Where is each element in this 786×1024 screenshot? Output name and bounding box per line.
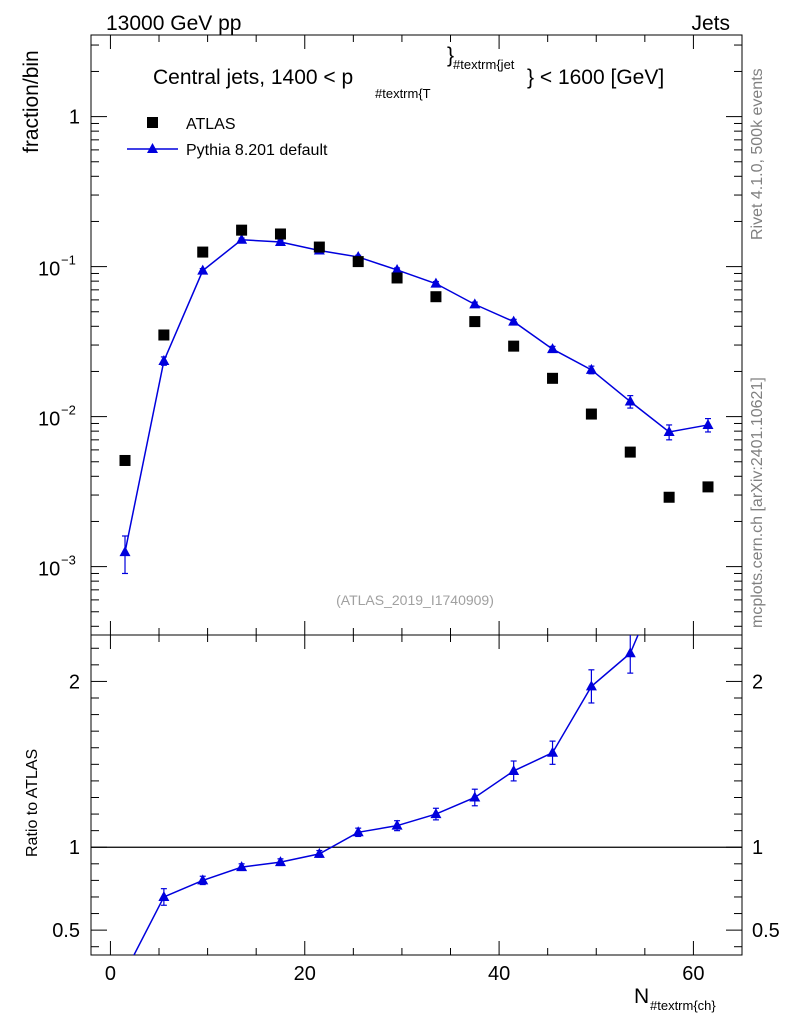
- ratio-point: [352, 826, 364, 837]
- ratio-plot-data: [91, 635, 742, 955]
- pythia-point: [469, 298, 481, 309]
- pythia-point: [119, 546, 131, 557]
- ratio-point: [274, 856, 286, 867]
- atlas-point: [663, 491, 675, 503]
- pythia-point: [547, 343, 559, 354]
- ratio-ytick-label-left: 2: [69, 671, 80, 693]
- atlas-point: [197, 246, 209, 258]
- main-ytick-label-base: 10: [38, 559, 60, 581]
- atlas-point: [158, 329, 170, 341]
- main-ytick-label-exponent: −3: [61, 553, 76, 568]
- ratio-ytick-label-left: 1: [69, 837, 80, 859]
- atlas-point: [624, 446, 636, 458]
- ratio-point: [197, 874, 209, 885]
- atlas-point: [585, 408, 597, 420]
- main-ytick-label: 1: [69, 107, 80, 129]
- atlas-point: [547, 372, 559, 384]
- ratio-point: [508, 764, 520, 775]
- pythia-point: [508, 315, 520, 326]
- ratio-point: [313, 847, 325, 858]
- pythia-point: [624, 395, 636, 406]
- atlas-point: [313, 241, 325, 253]
- ratio-axis-ticks: 0 20 40 60 0.5 0.5 1 1 2 2: [52, 635, 780, 985]
- ratio-point: [585, 680, 597, 691]
- analysis-watermark: (ATLAS_2019_I1740909): [336, 592, 494, 608]
- pythia-series-line: [124, 238, 709, 553]
- title-superscript-text: #textrm{jet: [453, 57, 515, 72]
- pythia-point: [702, 418, 714, 429]
- pythia-point: [663, 425, 675, 436]
- main-axis-ticks: 110−110−210−3: [38, 35, 743, 635]
- atlas-point: [236, 224, 248, 236]
- main-ytick-label-base: 10: [38, 409, 60, 431]
- legend-pythia-marker: [147, 143, 158, 153]
- ratio-ytick-label-right: 0.5: [752, 920, 780, 942]
- title-end-text: } < 1600 [GeV]: [527, 66, 664, 89]
- ratio-xtick-label: 0: [105, 963, 116, 985]
- ratio-point: [391, 819, 403, 830]
- title-main-text: Central jets, 1400 < p: [153, 66, 353, 89]
- legend: ATLAS Pythia 8.201 default: [127, 116, 328, 159]
- main-plot-data: [119, 224, 714, 575]
- pythia-point: [585, 363, 597, 374]
- title-brace-text: }: [447, 44, 454, 67]
- ratio-point: [158, 890, 170, 901]
- header-energy-label: 13000 GeV pp: [106, 12, 241, 35]
- rivet-version-label: Rivet 4.1.0, 500k events: [749, 68, 766, 240]
- atlas-point: [508, 340, 520, 352]
- ratio-ytick-label-left: 0.5: [52, 920, 80, 942]
- xlabel-sub: #textrm{ch}: [650, 998, 716, 1013]
- main-ytick-label-base: 10: [38, 259, 60, 281]
- pythia-point: [274, 235, 286, 246]
- main-ylabel: fraction/bin: [20, 50, 43, 153]
- atlas-point: [119, 454, 131, 466]
- mcplots-reference-label: mcplots.cern.ch [arXiv:2401.10621]: [749, 377, 766, 628]
- ratio-plot-frame: [90, 634, 743, 956]
- atlas-point: [469, 316, 481, 328]
- pythia-point: [158, 354, 170, 365]
- main-plot-title: Central jets, 1400 < p #textrm{T } #text…: [153, 44, 664, 101]
- ratio-xtick-label: 60: [682, 963, 704, 985]
- ratio-point: [469, 791, 481, 802]
- pythia-point: [430, 277, 442, 288]
- ratio-point: [236, 861, 248, 872]
- ratio-ytick-label-right: 1: [752, 837, 763, 859]
- atlas-point: [702, 481, 714, 493]
- pythia-point: [236, 233, 248, 244]
- xlabel-main: N: [634, 985, 649, 1008]
- header-jets-label: Jets: [691, 12, 730, 35]
- atlas-point: [430, 291, 442, 303]
- legend-atlas-label: ATLAS: [186, 116, 236, 133]
- atlas-point: [352, 256, 364, 268]
- ratio-ytick-label-right: 2: [752, 671, 763, 693]
- ratio-xtick-label: 20: [294, 963, 316, 985]
- xlabel: N #textrm{ch}: [634, 985, 716, 1013]
- atlas-point: [274, 228, 286, 240]
- pythia-point: [197, 264, 209, 275]
- title-subscript-text: #textrm{T: [375, 86, 431, 101]
- main-ytick-label-exponent: −2: [61, 403, 76, 418]
- legend-pythia-label: Pythia 8.201 default: [186, 142, 328, 159]
- ratio-series-line: [133, 635, 639, 955]
- legend-atlas-marker: [147, 117, 158, 128]
- atlas-point: [391, 272, 403, 284]
- main-ytick-label-exponent: −1: [61, 253, 76, 268]
- ratio-ylabel: Ratio to ATLAS: [24, 749, 41, 857]
- ratio-point: [430, 808, 442, 819]
- ratio-point: [547, 746, 559, 757]
- ratio-point: [624, 647, 636, 658]
- pythia-point: [391, 263, 403, 274]
- ratio-xtick-label: 40: [488, 963, 510, 985]
